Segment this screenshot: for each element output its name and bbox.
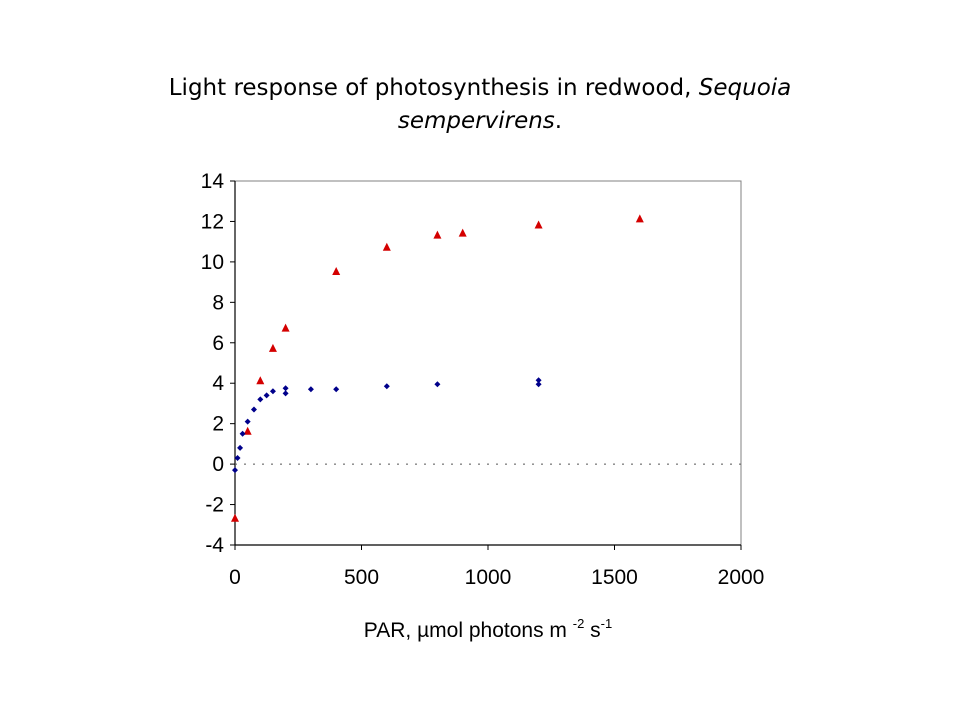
- x-axis-title-exp2: -1: [601, 616, 613, 631]
- triangle-point: [458, 228, 467, 237]
- triangle-point: [433, 230, 442, 239]
- x-tick-label: 1500: [591, 566, 638, 589]
- diamond-point: [237, 444, 244, 451]
- chart-title-genus: Sequoia: [698, 75, 792, 101]
- diamond-point: [269, 388, 276, 395]
- y-tick-label: 4: [212, 372, 224, 395]
- y-tick-label: 2: [212, 413, 224, 436]
- chart-title-species: sempervirens: [397, 108, 555, 134]
- x-axis-title-main: PAR, µmol photons m: [364, 619, 573, 642]
- diamond-point: [333, 386, 340, 393]
- plot-area-border: [234, 180, 742, 546]
- y-tick-label: 14: [201, 170, 225, 193]
- x-tick-label: 2000: [718, 566, 765, 589]
- diamond-point: [282, 390, 289, 397]
- diamond-point: [307, 386, 314, 393]
- y-tick-label: 0: [212, 453, 224, 476]
- triangle-point: [534, 220, 543, 229]
- x-tick-label: 0: [229, 566, 241, 589]
- y-tick-label: 10: [201, 251, 224, 274]
- triangle-point: [231, 513, 239, 522]
- axes: [230, 180, 742, 550]
- diamond-point: [244, 418, 251, 425]
- diamond-point: [234, 455, 241, 462]
- triangle-point: [635, 214, 644, 223]
- diamond-point: [232, 467, 238, 474]
- triangle-point: [243, 426, 252, 435]
- x-axis-title-exp1: -2: [573, 616, 585, 631]
- x-tick-label: 1000: [465, 566, 512, 589]
- triangle-point: [268, 343, 277, 352]
- diamond-point: [282, 385, 289, 392]
- diamond-point: [383, 383, 390, 390]
- diamond-point: [239, 430, 246, 437]
- x-tick-label: 500: [344, 566, 379, 589]
- triangle-point: [281, 323, 290, 332]
- chart-title-period: .: [554, 108, 563, 134]
- tick-labels: -4 -2 0 2 4 6 8 10 12 14 0 500 1000 1500 2000: [201, 170, 765, 589]
- diamond-point: [263, 392, 270, 399]
- y-tick-label: 12: [201, 210, 224, 233]
- diamond-point: [257, 396, 264, 403]
- triangle-point: [382, 242, 391, 251]
- diamond-point: [535, 377, 542, 384]
- diamond-point: [250, 406, 257, 413]
- triangle-point: [332, 267, 341, 275]
- chart-title: Light response of photosynthesis in redw…: [120, 72, 840, 138]
- data-points: [231, 214, 644, 522]
- triangle-point: [256, 376, 265, 385]
- y-tick-label: 6: [212, 332, 224, 355]
- chart-title-text: Light response of photosynthesis in redw…: [168, 75, 699, 101]
- y-tick-label: -4: [205, 534, 224, 557]
- diamond-point: [434, 381, 441, 388]
- y-tick-label: -2: [205, 494, 224, 517]
- y-tick-label: 8: [212, 291, 224, 314]
- diamond-point: [535, 381, 542, 388]
- x-axis-title-s: s: [584, 619, 600, 642]
- x-axis-title: PAR, µmol photons m -2 s-1: [364, 616, 612, 642]
